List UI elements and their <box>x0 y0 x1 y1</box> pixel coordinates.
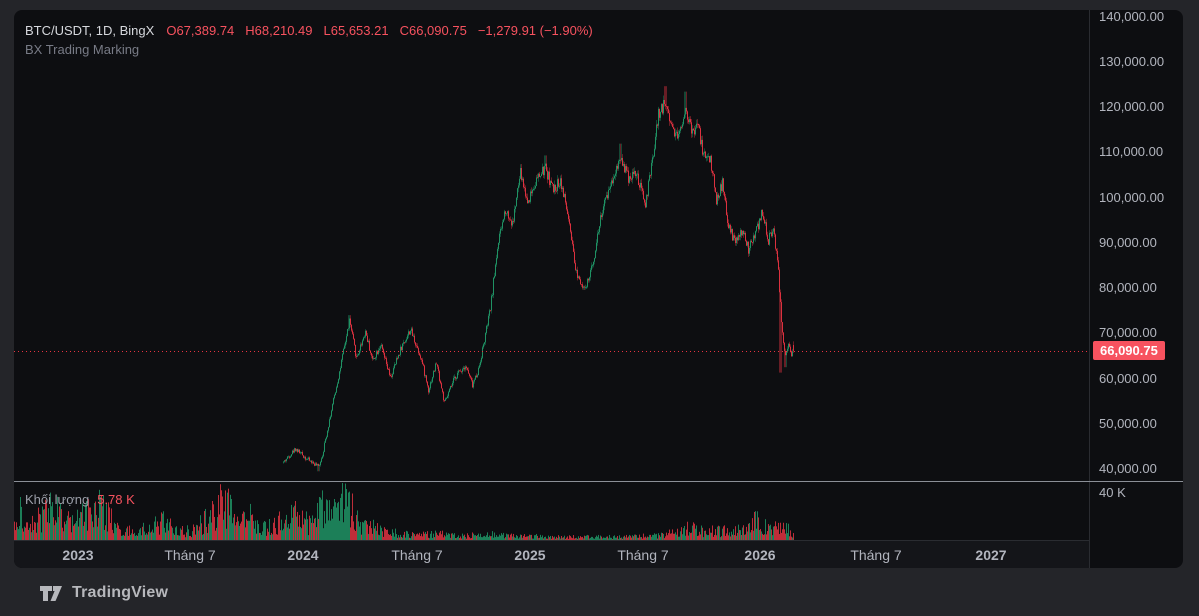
symbol-title[interactable]: BTC/USDT, 1D, BingX <box>25 23 155 38</box>
price-axis-label: 80,000.00 <box>1099 280 1157 295</box>
chart-panel: BTC/USDT, 1D, BingX O67,389.74 H68,210.49 L… <box>14 10 1183 568</box>
tradingview-logo-text: TradingView <box>72 584 169 601</box>
time-axis-year-label: 2026 <box>744 547 776 563</box>
tradingview-logo-icon <box>40 585 62 601</box>
price-axis-label: 50,000.00 <box>1099 415 1157 431</box>
time-axis-month-label: Tháng 7 <box>850 547 902 563</box>
tradingview-logo[interactable]: TradingView <box>40 584 168 602</box>
price-volume-chart[interactable] <box>14 10 1089 540</box>
ohlc-h: H68,210.49 <box>245 23 313 38</box>
price-axis-label: 60,000.00 <box>1099 370 1157 386</box>
time-axis[interactable]: 2023 Tháng 7 2024 Tháng 7 2025 Tháng 7 2026 Thá… <box>14 540 1089 568</box>
price-axis-label: 100,000.00 <box>1099 189 1165 205</box>
price-axis-label: 120,000.00 <box>1099 99 1165 114</box>
time-axis-year-label: 2024 <box>287 547 319 563</box>
price-axis-label: 40,000.00 <box>1099 461 1157 476</box>
price-axis-label: 110,000.00 <box>1099 144 1164 160</box>
volume-axis-label: 40 K <box>1099 485 1126 500</box>
last-price-badge: 66,090.75 <box>1093 340 1165 360</box>
ohlc-o: O67,389.74 <box>166 23 235 38</box>
time-axis-year-label: 2027 <box>975 547 1007 563</box>
ohlc-values: O67,389.74 H68,210.49 L65,653.21 C66,090.75 <box>166 23 478 38</box>
volume-label[interactable]: Khối lượng <box>25 492 90 507</box>
price-axis-label: 70,000.00 <box>1099 325 1157 341</box>
volume-pane-header: Khối lượng 5.78 K <box>25 492 135 507</box>
time-axis-month-label: Tháng 7 <box>164 547 216 563</box>
ohlc-c: C66,090.75 <box>399 23 467 38</box>
time-axis-month-label: Tháng 7 <box>617 547 669 563</box>
time-axis-year-label: 2025 <box>514 547 546 563</box>
pane-separator[interactable] <box>14 481 1183 482</box>
time-axis-year-label: 2023 <box>62 547 94 563</box>
price-axis-label: 130,000.00 <box>1099 53 1165 69</box>
volume-value: 5.78 K <box>97 492 135 507</box>
price-axis-label: 90,000.00 <box>1099 234 1157 250</box>
symbol-header: BTC/USDT, 1D, BingX O67,389.74 H68,210.49 L… <box>25 22 593 39</box>
time-axis-month-label: Tháng 7 <box>391 547 443 563</box>
ohlc-l: L65,653.21 <box>323 23 389 38</box>
price-axis-label: 140,000.00 <box>1099 10 1165 24</box>
indicator-title[interactable]: BX Trading Marking <box>25 42 140 57</box>
change-value: −1,279.91 (−1.90%) <box>477 23 593 38</box>
price-axis[interactable]: 66,090.75 40 K 140,000.00 130,000.00 120,0… <box>1089 10 1183 568</box>
